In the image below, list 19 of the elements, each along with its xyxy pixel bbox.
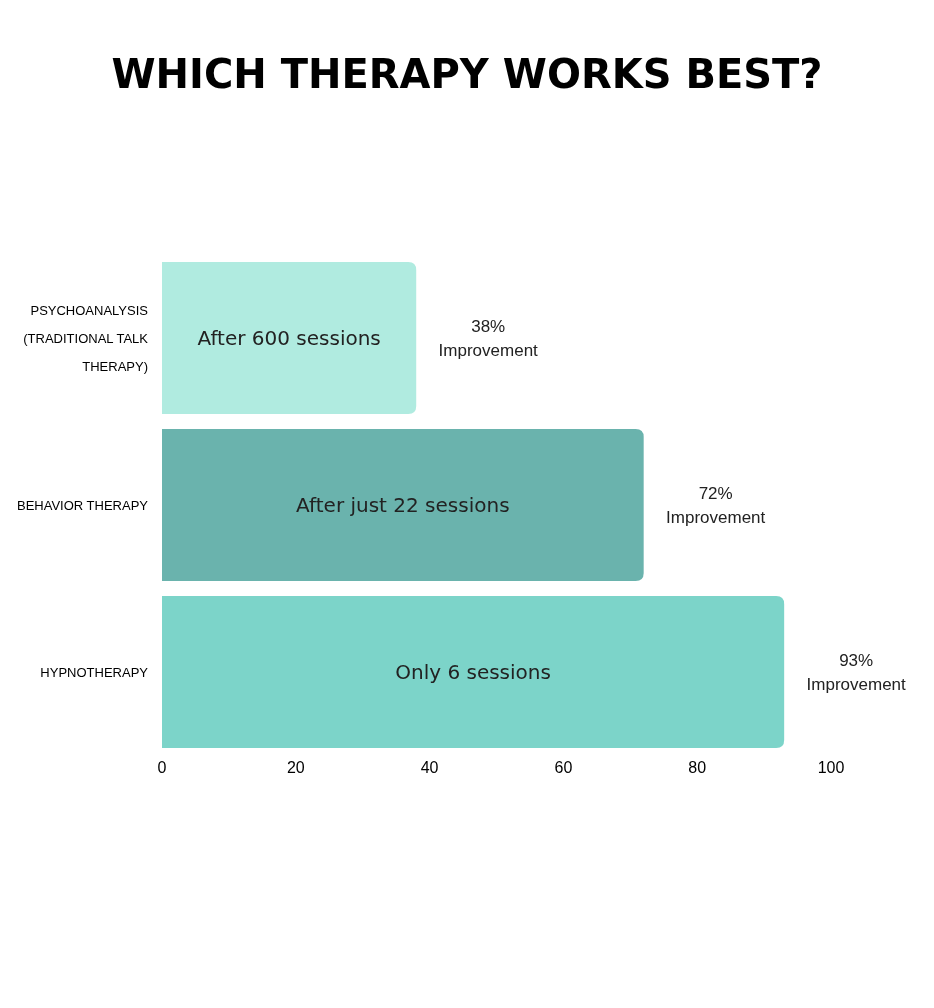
data-label: 93% Improvement <box>806 651 907 695</box>
y-tick-label: HYPNOTHERAPY <box>40 665 149 681</box>
chart-title: WHICH THERAPY WORKS BEST? <box>111 51 823 97</box>
data-label: 38% Improvement <box>438 316 539 360</box>
x-tick-label: 0 <box>157 759 167 776</box>
annotation: After 600 sessions <box>197 325 381 350</box>
annotation: After just 22 sessions <box>296 493 510 517</box>
x-tick-label: 80 <box>688 759 707 776</box>
y-tick-label: BEHAVIOR THERAPY <box>17 498 149 513</box>
x-tick-label: 20 <box>286 759 305 776</box>
bar <box>162 429 644 581</box>
y-tick-label: PSYCHOANALYSIS (TRADITIONAL TALK THERAPY) <box>23 302 149 374</box>
annotation: Only 6 sessions <box>395 660 551 685</box>
bar <box>162 262 417 414</box>
x-tick-label: 40 <box>420 759 439 776</box>
x-tick-label: 60 <box>554 759 573 776</box>
data-label: 72% Improvement <box>666 484 766 527</box>
bar <box>162 596 785 748</box>
x-tick-label: 100 <box>817 759 845 776</box>
